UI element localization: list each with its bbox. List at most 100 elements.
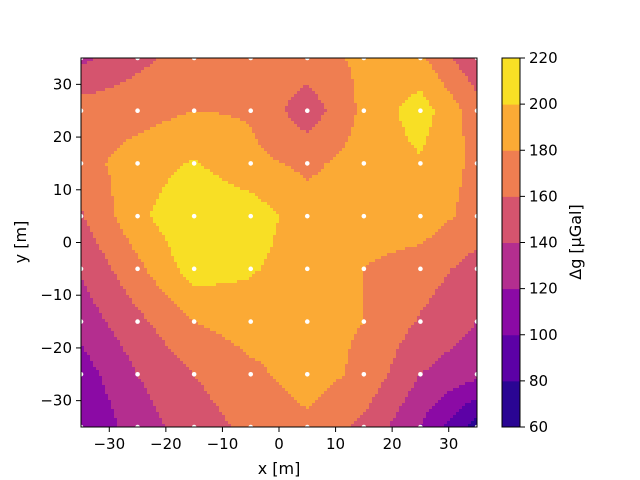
contour-cell: [192, 70, 196, 74]
contour-cell: [144, 133, 148, 137]
contour-cell: [234, 70, 238, 74]
contour-cell: [87, 94, 91, 98]
contour-cell: [279, 151, 283, 155]
contour-cell: [270, 169, 274, 173]
contour-cell: [123, 163, 127, 167]
contour-cell: [381, 142, 385, 146]
contour-cell: [213, 169, 217, 173]
contour-cell: [231, 157, 235, 161]
contour-cell: [432, 139, 436, 143]
contour-cell: [291, 139, 295, 143]
contour-cell: [366, 73, 370, 77]
contour-cell: [96, 79, 100, 83]
contour-cell: [168, 160, 172, 164]
contour-cell: [288, 145, 292, 149]
contour-cell: [288, 157, 292, 161]
contour-cell: [189, 154, 193, 158]
contour-cell: [405, 166, 409, 170]
contour-cell: [231, 67, 235, 71]
contour-cell: [330, 91, 334, 95]
contour-cell: [318, 157, 322, 161]
contour-cell: [453, 58, 457, 62]
contour-cell: [453, 88, 457, 92]
contour-cell: [363, 103, 367, 107]
contour-cell: [162, 166, 166, 170]
contour-cell: [252, 70, 256, 74]
contour-cell: [168, 115, 172, 119]
contour-cell: [267, 73, 271, 77]
contour-cell: [297, 157, 301, 161]
contour-cell: [243, 169, 247, 173]
contour-cell: [207, 88, 211, 92]
contour-cell: [153, 64, 157, 68]
contour-cell: [456, 133, 460, 137]
contour-cell: [312, 85, 316, 89]
contour-cell: [465, 133, 469, 137]
contour-cell: [90, 100, 94, 104]
contour-cell: [87, 76, 91, 80]
contour-cell: [165, 97, 169, 101]
contour-cell: [396, 82, 400, 86]
contour-cell: [393, 151, 397, 155]
contour-cell: [84, 118, 88, 122]
contour-cell: [405, 94, 409, 98]
contour-cell: [165, 151, 169, 155]
contour-cell: [186, 115, 190, 119]
contour-cell: [468, 91, 472, 95]
contour-cell: [435, 103, 439, 107]
contour-cell: [114, 142, 118, 146]
contour-cell: [123, 166, 127, 170]
contour-cell: [426, 124, 430, 128]
contour-cell: [465, 79, 469, 83]
contour-cell: [447, 136, 451, 140]
contour-cell: [135, 151, 139, 155]
contour-cell: [291, 169, 295, 173]
contour-cell: [387, 160, 391, 164]
contour-cell: [171, 127, 175, 131]
contour-cell: [402, 67, 406, 71]
contour-cell: [294, 154, 298, 158]
contour-cell: [378, 133, 382, 137]
contour-cell: [453, 151, 457, 155]
contour-cell: [90, 115, 94, 119]
contour-cell: [216, 97, 220, 101]
contour-cell: [123, 79, 127, 83]
contour-cell: [396, 136, 400, 140]
contour-cell: [405, 76, 409, 80]
contour-cell: [117, 136, 121, 140]
contour-cell: [357, 121, 361, 125]
contour-cell: [129, 94, 133, 98]
contour-cell: [315, 85, 319, 89]
contour-cell: [117, 70, 121, 74]
contour-cell: [333, 79, 337, 83]
contour-cell: [204, 91, 208, 95]
contour-cell: [450, 157, 454, 161]
contour-cell: [171, 76, 175, 80]
contour-cell: [369, 67, 373, 71]
contour-cell: [387, 148, 391, 152]
contour-cell: [246, 148, 250, 152]
contour-cell: [444, 100, 448, 104]
contour-cell: [135, 148, 139, 152]
contour-cell: [108, 130, 112, 134]
contour-cell: [252, 166, 256, 170]
contour-cell: [198, 97, 202, 101]
contour-cell: [252, 154, 256, 158]
contour-cell: [198, 130, 202, 134]
contour-cell: [321, 151, 325, 155]
contour-cell: [474, 166, 477, 170]
contour-cell: [147, 91, 151, 95]
contour-cell: [171, 88, 175, 92]
contour-cell: [396, 67, 400, 71]
contour-cell: [306, 79, 310, 83]
contour-cell: [81, 154, 85, 158]
contour-cell: [312, 151, 316, 155]
contour-cell: [144, 115, 148, 119]
contour-cell: [417, 139, 421, 143]
contour-cell: [354, 85, 358, 89]
contour-cell: [282, 106, 286, 110]
contour-cell: [90, 85, 94, 89]
contour-cell: [177, 163, 181, 167]
contour-cell: [171, 124, 175, 128]
contour-cell: [282, 127, 286, 131]
